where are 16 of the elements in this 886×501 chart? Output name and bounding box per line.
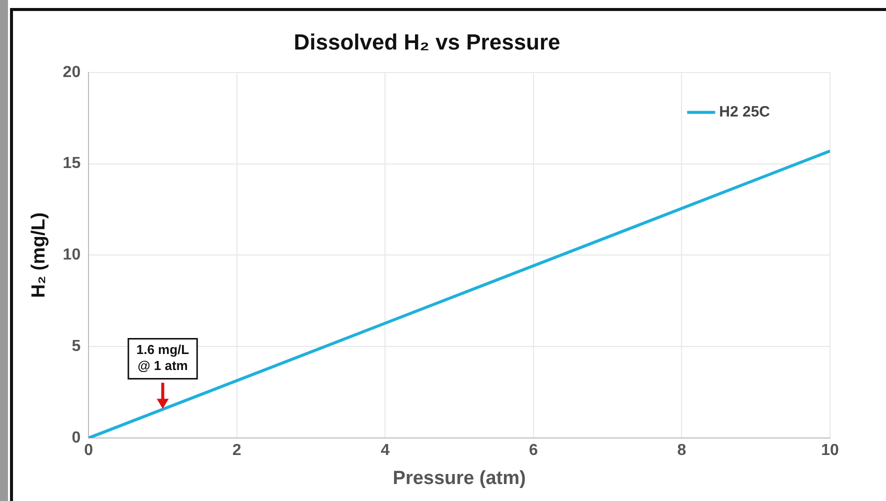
annotation: 1.6 mg/L @ 1 atm	[136, 342, 190, 373]
x-axis-title: Pressure (atm)	[392, 468, 526, 489]
y-tick-label: 15	[62, 155, 81, 172]
x-tick-label: 4	[380, 442, 390, 460]
x-tick-label: 10	[821, 442, 839, 460]
legend-label: H2 25C	[719, 104, 770, 121]
y-tick-label: 5	[72, 338, 81, 356]
chart-title: Dissolved H₂ vs Pressure	[294, 29, 560, 54]
x-tick-label: 0	[84, 442, 94, 460]
y-tick-label: 10	[62, 246, 81, 264]
x-tick-label: 8	[677, 442, 686, 460]
x-tick-label: 6	[528, 442, 538, 460]
y-tick-label: 20	[62, 64, 81, 81]
y-tick-label: 0	[72, 429, 81, 446]
y-axis-title: H₂ (mg/L)	[28, 212, 50, 298]
x-tick-label: 2	[232, 442, 242, 460]
